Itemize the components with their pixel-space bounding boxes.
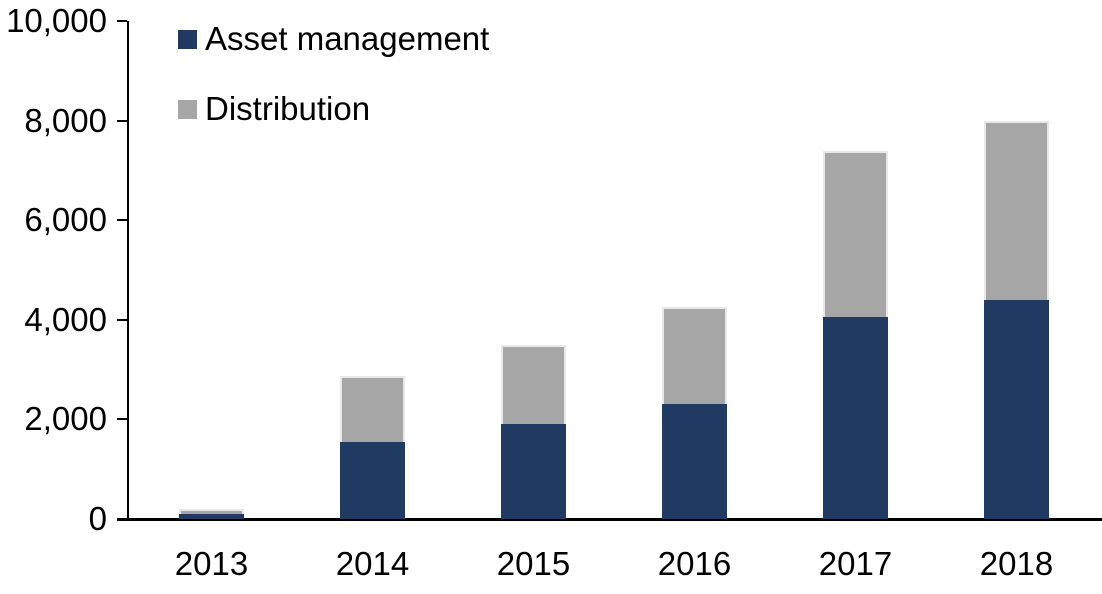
- y-tick-label: 0: [88, 500, 107, 537]
- y-axis-line: [127, 21, 129, 519]
- x-tick-label-2018: 2018: [979, 545, 1054, 582]
- bar-segment-distribution-2015: [501, 344, 566, 425]
- x-tick-label-2014: 2014: [335, 545, 410, 582]
- y-tick-label: 2,000: [24, 400, 107, 438]
- y-tick-mark: [117, 20, 127, 22]
- bar-segment-asset-management-2013: [179, 514, 244, 519]
- y-tick-label: 8,000: [24, 101, 107, 139]
- x-axis-line: [117, 518, 1102, 521]
- y-tick-mark: [117, 418, 127, 421]
- bar-segment-asset-management-2018: [984, 299, 1049, 519]
- y-tick-mark: [117, 219, 127, 222]
- x-tick-label-2015: 2015: [496, 545, 571, 582]
- x-tick-label-2013: 2013: [174, 545, 249, 582]
- y-tick-mark: [117, 518, 127, 520]
- bar-segment-asset-management-2015: [501, 424, 566, 519]
- bar-segment-asset-management-2016: [662, 404, 727, 519]
- y-tick-mark: [117, 318, 127, 321]
- bar-segment-asset-management-2014: [340, 441, 405, 519]
- x-tick-label-2016: 2016: [657, 545, 732, 582]
- bar-segment-distribution-2016: [662, 307, 727, 405]
- bar-segment-distribution-2013: [179, 509, 244, 514]
- x-tick-label-2017: 2017: [818, 545, 893, 582]
- legend-label-distribution: Distribution: [205, 90, 371, 127]
- bar-segment-asset-management-2017: [823, 317, 888, 519]
- legend-swatch-asset-management-icon: [178, 29, 197, 49]
- y-tick-label: 6,000: [24, 201, 107, 239]
- bar-segment-distribution-2018: [984, 120, 1049, 300]
- y-tick-mark: [117, 119, 127, 122]
- legend-swatch-distribution-icon: [178, 99, 197, 119]
- bar-segment-distribution-2017: [823, 151, 888, 318]
- legend-item-asset-management: Asset management: [178, 21, 489, 57]
- y-tick-label: 10,000: [6, 2, 107, 39]
- legend-label-asset-management: Asset management: [205, 20, 490, 57]
- legend-item-distribution: Distribution: [178, 91, 370, 127]
- bar-segment-distribution-2014: [340, 376, 405, 442]
- y-tick-label: 4,000: [24, 300, 107, 338]
